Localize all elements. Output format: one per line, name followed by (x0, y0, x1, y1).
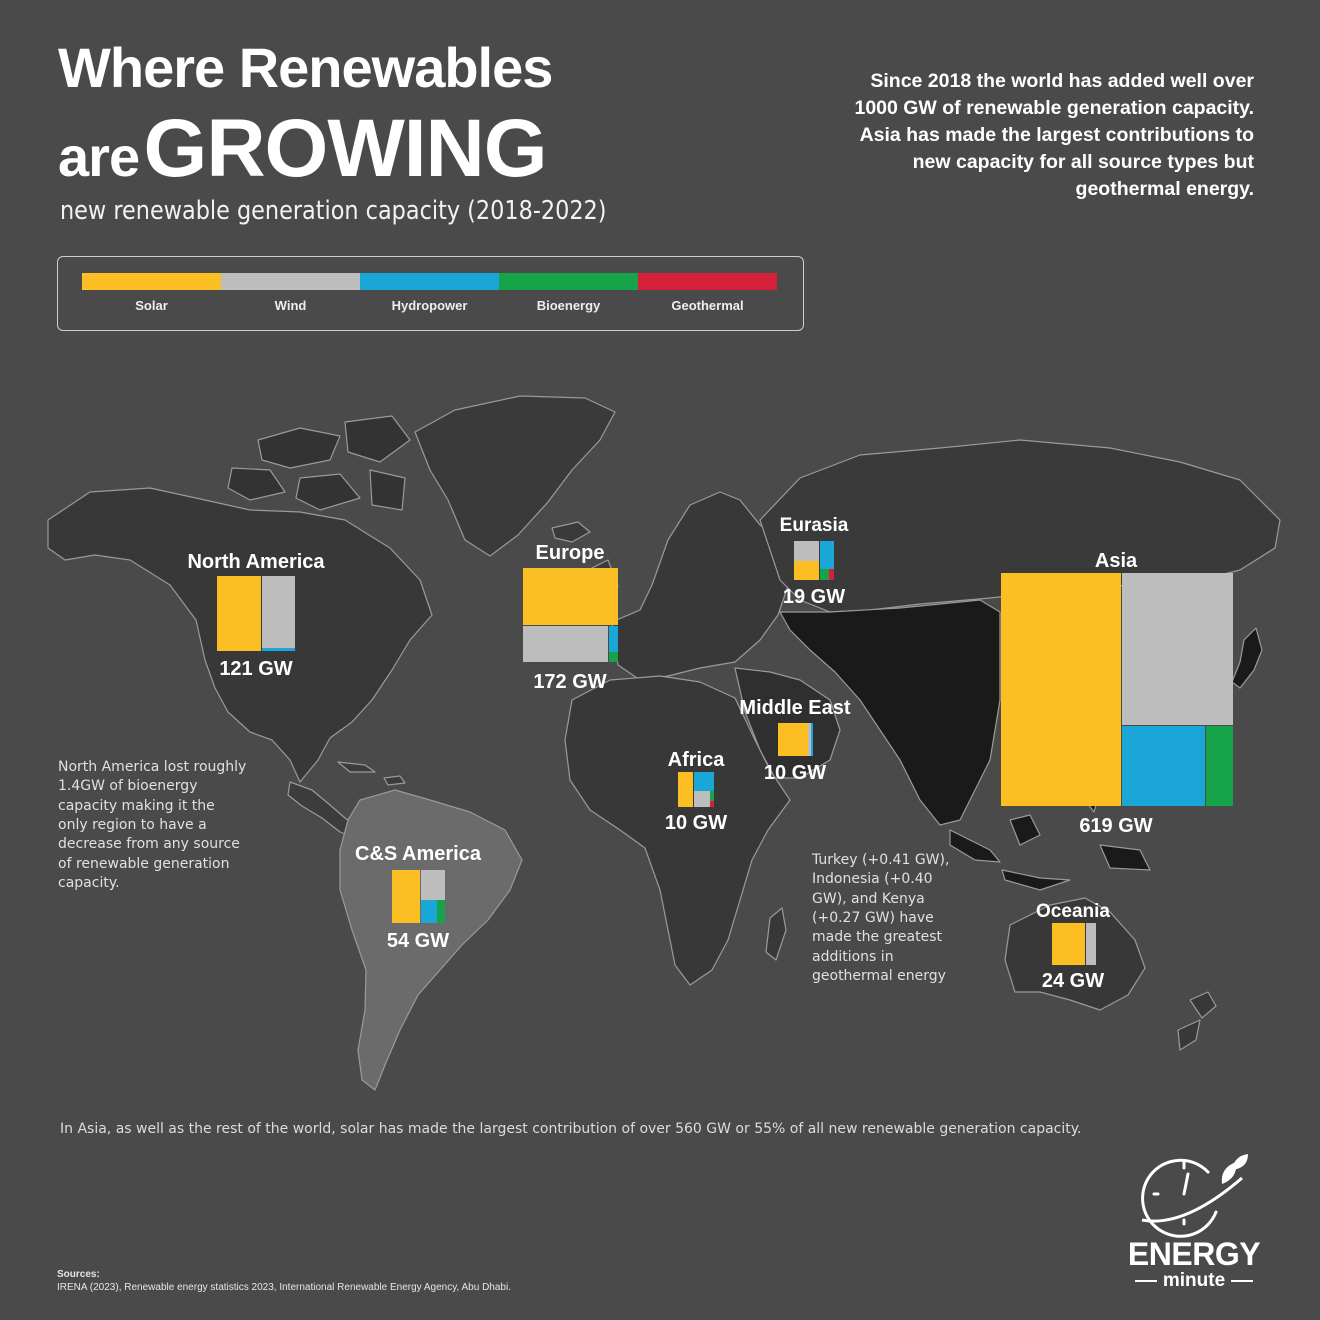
north-america-solar (217, 576, 261, 651)
legend-label-wind: Wind (274, 298, 307, 313)
region-total-north-america: 121 GW (219, 658, 292, 680)
region-total-middle-east: 10 GW (764, 762, 826, 784)
legend-swatch-hydropower (360, 273, 499, 290)
region-total-oceania: 24 GW (1042, 970, 1104, 992)
region-name-cs-america: C&S America (355, 843, 482, 865)
region-name-eurasia: Eurasia (780, 515, 849, 536)
north-america-hydropower (262, 648, 295, 651)
subtitle: new renewable generation capacity (2018-… (60, 196, 607, 226)
legend-swatch-wind (221, 273, 360, 290)
legend: Solar Wind Hydropower Bioenergy Geotherm… (57, 256, 804, 331)
asia-bioenergy (1206, 726, 1233, 806)
region-asia: Asia 619 GW (1001, 550, 1233, 837)
eurasia-geothermal (829, 569, 834, 580)
region-cs-america: C&S America 54 GW (355, 843, 482, 952)
legend-item-bioenergy: Bioenergy (499, 273, 638, 313)
oceania-wind (1086, 923, 1096, 965)
title-line-2: are GROWING (58, 108, 548, 190)
logo-word-minute: minute (1124, 1270, 1264, 1292)
legend-item-hydropower: Hydropower (360, 273, 499, 313)
sources-heading: Sources: (57, 1269, 100, 1280)
intro-text: Since 2018 the world has added well over… (854, 70, 1254, 200)
region-total-africa: 10 GW (665, 812, 727, 834)
legend-item-solar: Solar (82, 273, 221, 313)
middle-east-solar (778, 723, 808, 756)
legend-swatch-geothermal (638, 273, 777, 290)
region-north-america: North America 121 GW (187, 551, 325, 680)
legend-label-bioenergy: Bioenergy (536, 298, 601, 313)
cs-america-solar (392, 870, 420, 923)
region-name-north-america: North America (187, 551, 325, 573)
legend-label-geothermal: Geothermal (671, 298, 744, 313)
footer-text: In Asia, as well as the rest of the worl… (60, 1121, 1082, 1137)
sources: Sources: IRENA (2023), Renewable energy … (57, 1268, 511, 1294)
europe-solar (523, 568, 618, 625)
cs-america-hydropower (421, 900, 437, 923)
south-america-shape (339, 789, 523, 1091)
legend-swatch-solar (82, 273, 221, 290)
region-europe: Europe 172 GW (523, 542, 618, 693)
asia-wind (1122, 573, 1233, 725)
middle-east-hydropower (811, 723, 813, 756)
africa-solar (678, 772, 693, 807)
eurasia-solar (794, 561, 819, 580)
region-middle-east: Middle East 10 GW (739, 697, 850, 784)
title-line-1: Where Renewables (58, 36, 553, 99)
asia-hydropower (1122, 726, 1205, 806)
legend-label-hydropower: Hydropower (391, 298, 468, 313)
note-north-america: North America lost roughly 1.4GW of bioe… (58, 759, 247, 891)
africa-shape (564, 675, 791, 986)
legend-label-solar: Solar (135, 298, 168, 313)
eurasia-bioenergy (820, 569, 829, 580)
europe-wind (523, 626, 608, 662)
middle-east-wind (808, 723, 811, 756)
region-africa: Africa 10 GW (665, 749, 727, 834)
africa-bioenergy (710, 791, 714, 801)
region-total-cs-america: 54 GW (387, 930, 449, 952)
cs-america-bioenergy (437, 900, 445, 923)
africa-wind (694, 791, 710, 807)
region-name-africa: Africa (668, 749, 726, 771)
africa-geothermal (710, 801, 714, 807)
africa-hydropower (694, 772, 714, 791)
legend-item-geothermal: Geothermal (638, 273, 777, 313)
logo-word-energy: ENERGY (1127, 1236, 1261, 1272)
region-oceania: Oceania 24 GW (1036, 901, 1110, 992)
note-geothermal: Turkey (+0.41 GW), Indonesia (+0.40 GW),… (812, 852, 950, 984)
asia-solar (1001, 573, 1121, 806)
region-total-asia: 619 GW (1079, 815, 1152, 837)
region-name-europe: Europe (536, 542, 605, 564)
legend-swatch-bioenergy (499, 273, 638, 290)
region-total-eurasia: 19 GW (783, 586, 845, 608)
sources-text: IRENA (2023), Renewable energy statistic… (57, 1282, 511, 1293)
region-eurasia: Eurasia 19 GW (780, 515, 849, 608)
region-name-middle-east: Middle East (739, 697, 850, 719)
north-america-wind (262, 576, 295, 648)
region-total-europe: 172 GW (533, 671, 606, 693)
cs-america-wind (421, 870, 445, 900)
eurasia-wind (794, 541, 819, 561)
greenland-shape (414, 395, 616, 557)
title-are: are (58, 125, 140, 188)
stopwatch-leaf-icon (1141, 1154, 1248, 1238)
region-name-oceania: Oceania (1036, 901, 1110, 922)
europe-bioenergy (609, 652, 618, 662)
oceania-solar (1052, 923, 1085, 965)
asia-shape (779, 599, 1001, 826)
europe-hydropower (609, 626, 618, 652)
region-name-asia: Asia (1095, 550, 1138, 572)
legend-item-wind: Wind (221, 273, 360, 313)
energy-minute-logo: ENERGY minute (1124, 1150, 1264, 1300)
eurasia-hydropower (820, 541, 834, 569)
title-growing: GROWING (143, 103, 548, 194)
